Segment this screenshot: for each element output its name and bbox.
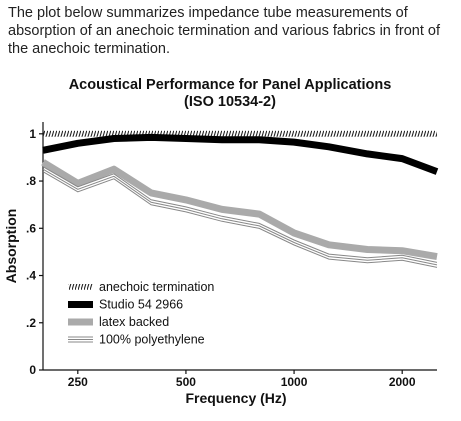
series-100-polyethylene-line-2 bbox=[42, 168, 438, 266]
y-tick-label: .4 bbox=[26, 269, 36, 283]
legend-studio-54-2966-label: Studio 54 2966 bbox=[99, 298, 183, 312]
intro-paragraph: The plot below summarizes impedance tube… bbox=[8, 5, 441, 57]
x-axis-label: Frequency (Hz) bbox=[185, 390, 286, 406]
y-tick-label: .2 bbox=[26, 316, 36, 330]
series-100-polyethylene-line-1 bbox=[42, 166, 438, 263]
legend-100-polyethylene-label: 100% polyethylene bbox=[99, 333, 205, 347]
legend-anechoic-termination-label: anechoic termination bbox=[99, 280, 214, 294]
series-100-polyethylene-line-3 bbox=[42, 171, 438, 268]
plot-area: 0 .2 .4 .6 .8 1 250 500 1000 2000 bbox=[26, 122, 437, 389]
legend-100-polyethylene-swatch bbox=[68, 336, 93, 343]
series-layer bbox=[41, 130, 439, 268]
x-tick-label: 250 bbox=[68, 375, 88, 389]
series-latex-backed-line bbox=[41, 159, 438, 261]
series-studio-54-2966 bbox=[42, 133, 439, 175]
legend: anechoic termination Studio 54 2966 latex … bbox=[68, 280, 214, 347]
x-tick-label: 2000 bbox=[389, 375, 416, 389]
y-axis-label: Absorption bbox=[3, 209, 19, 284]
x-tick-label: 500 bbox=[176, 375, 196, 389]
y-tick-label: 1 bbox=[29, 127, 36, 141]
y-tick-label: 0 bbox=[29, 363, 36, 377]
series-latex-backed bbox=[41, 159, 438, 261]
series-100-polyethylene bbox=[42, 166, 438, 268]
chart-title-line-1: Acoustical Performance for Panel Applica… bbox=[69, 77, 392, 93]
legend-latex-backed-label: latex backed bbox=[99, 315, 169, 329]
series-studio-54-2966-line bbox=[42, 133, 439, 175]
chart-title-line-2: (ISO 10534-2) bbox=[184, 94, 276, 110]
y-tick-label: .6 bbox=[26, 221, 36, 235]
y-tick-label: .8 bbox=[26, 174, 36, 188]
x-tick-label: 1000 bbox=[281, 375, 308, 389]
